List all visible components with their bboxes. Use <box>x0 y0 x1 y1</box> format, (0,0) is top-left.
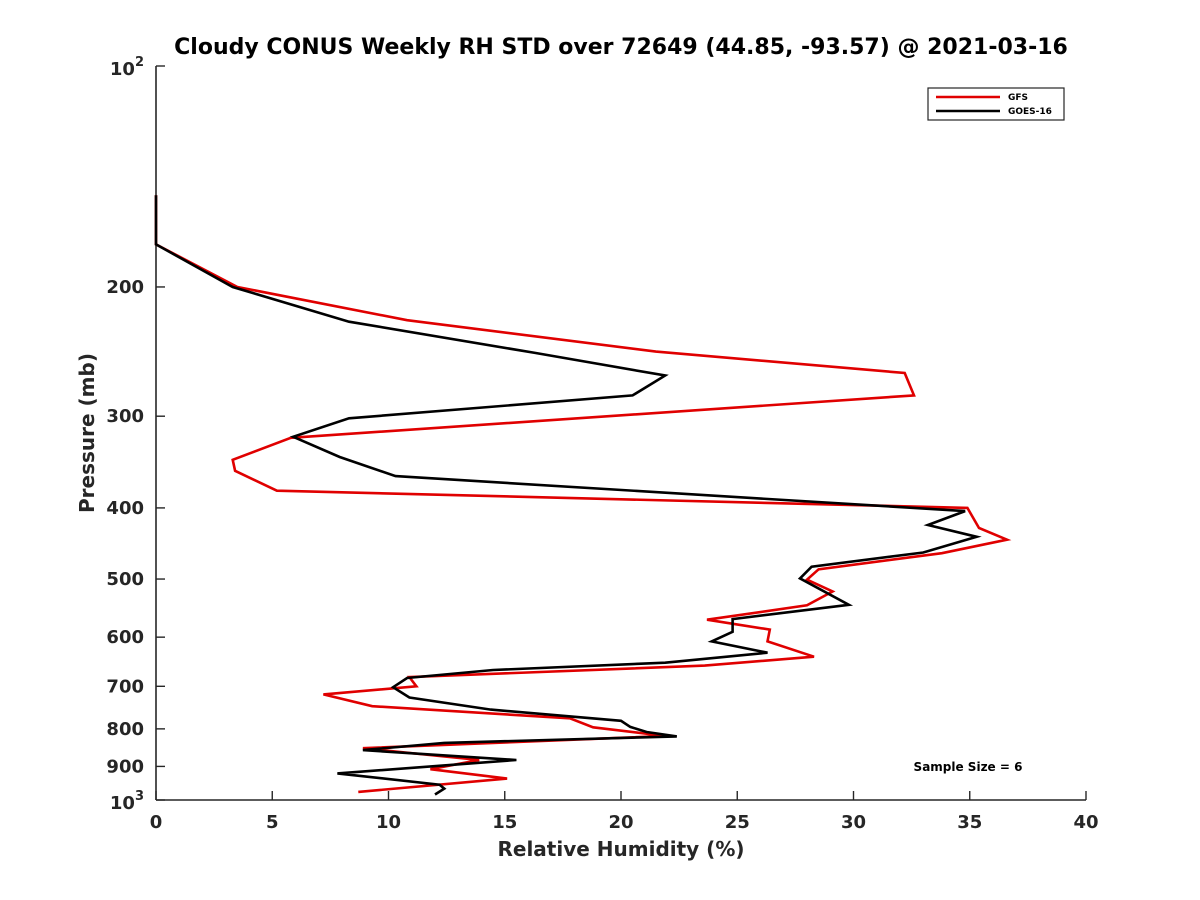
series-line-goes-16 <box>154 195 982 796</box>
y-axis-label: Pressure (mb) <box>75 353 99 513</box>
axis-ticks: 0 5 10 15 20 25 30 35 40 200 300 400 500 600 700 800 900… <box>106 55 1098 833</box>
legend-label-gfs: GFS <box>1008 93 1028 103</box>
series-line-gfs <box>154 195 1012 794</box>
legend-label-goes-16: GOES-16 <box>1008 107 1052 117</box>
sample-size-annotation: Sample Size = 6 <box>914 760 1023 774</box>
y-tick-label-top-exponent: 2 <box>135 55 144 70</box>
x-tick-label: 10 <box>376 812 401 833</box>
data-series <box>154 195 1012 796</box>
y-tick-label: 900 <box>106 756 144 777</box>
chart-title: Cloudy CONUS Weekly RH STD over 72649 (4… <box>174 35 1068 60</box>
y-tick-label: 800 <box>106 719 144 740</box>
x-tick-label: 30 <box>841 812 866 833</box>
x-tick-label: 0 <box>150 812 163 833</box>
y-tick-label: 500 <box>106 569 144 590</box>
legend: GFS GOES-16 <box>927 87 1065 121</box>
y-tick-label: 700 <box>106 676 144 697</box>
y-tick-label: 300 <box>106 406 144 427</box>
y-tick-label: 400 <box>106 498 144 519</box>
x-tick-label: 5 <box>266 812 279 833</box>
y-tick-label-bottom-exponent: 3 <box>135 789 144 804</box>
y-tick-label-bottom: 103 <box>110 789 144 814</box>
x-axis-label: Relative Humidity (%) <box>497 837 744 861</box>
plot-axes <box>155 66 1086 801</box>
y-tick-label-top: 102 <box>110 55 144 80</box>
y-tick-label: 200 <box>106 277 144 298</box>
y-tick-label: 600 <box>106 627 144 648</box>
x-tick-label: 20 <box>608 812 633 833</box>
x-tick-label: 15 <box>492 812 517 833</box>
legend-box <box>927 87 1065 121</box>
x-tick-label: 35 <box>957 812 982 833</box>
x-tick-label: 40 <box>1073 812 1098 833</box>
x-tick-label: 25 <box>725 812 750 833</box>
